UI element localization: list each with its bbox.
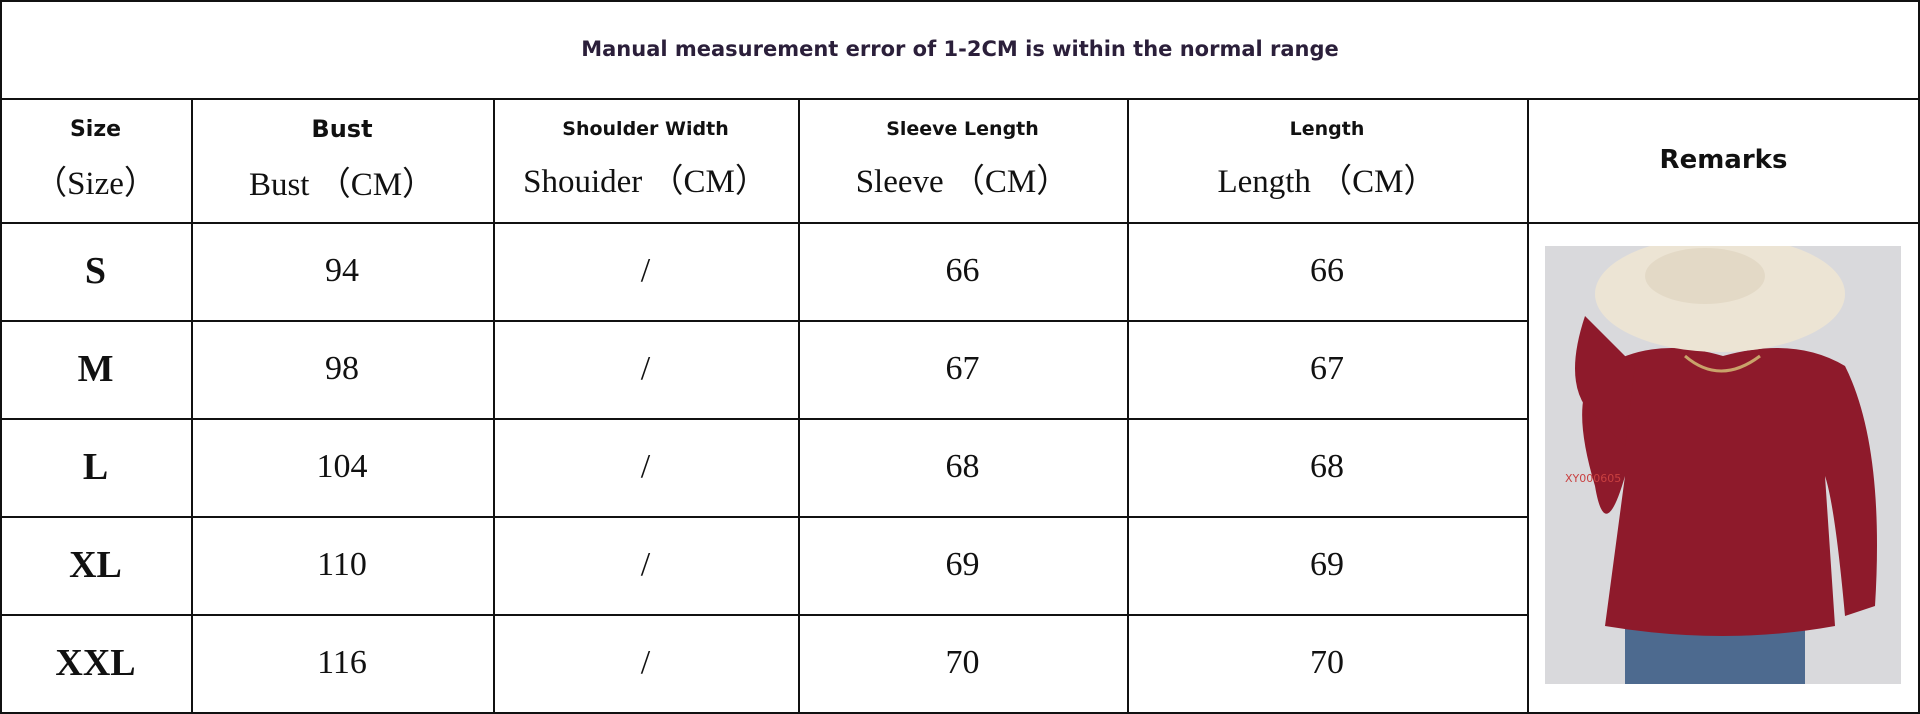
- cell-text: L: [82, 446, 109, 488]
- remarks-header: Remarks: [1527, 98, 1920, 222]
- data-cell: 68: [1127, 418, 1527, 516]
- data-cell: /: [493, 516, 798, 614]
- row-line: [0, 222, 1920, 224]
- col-line: [493, 98, 495, 713]
- cell-text: 66: [1310, 252, 1344, 289]
- remarks: Remarks: [1659, 145, 1788, 175]
- row-line: [0, 0, 1920, 2]
- data-cell: 94: [191, 222, 493, 320]
- cell-text: XXL: [55, 642, 136, 684]
- header-bottom: Shouider （CM）: [523, 164, 768, 200]
- data-cell: 68: [798, 418, 1127, 516]
- title-cell: Manual measurement error of 1-2CM is wit…: [0, 0, 1920, 98]
- cell-text: 69: [1310, 546, 1344, 583]
- cell-text: 66: [945, 252, 980, 289]
- header-top: Bust: [311, 115, 373, 143]
- header-cell: Shoulder Width Shouider （CM）: [493, 98, 798, 222]
- col-line: [1527, 98, 1529, 713]
- row-line: [0, 614, 1527, 616]
- cell-text: S: [84, 250, 107, 292]
- data-cell: 69: [798, 516, 1127, 614]
- cell-text: 70: [1310, 644, 1344, 681]
- cell-text: 116: [317, 644, 367, 681]
- data-cell: 69: [1127, 516, 1527, 614]
- cell-text: 67: [1310, 350, 1344, 387]
- data-cell: 70: [798, 614, 1127, 712]
- data-cell: /: [493, 614, 798, 712]
- cell-text: /: [640, 546, 651, 583]
- col-line: [1918, 0, 1920, 713]
- data-cell: 104: [191, 418, 493, 516]
- row-line: [0, 418, 1527, 420]
- data-cell: 98: [191, 320, 493, 418]
- header-cell: Bust Bust （CM）: [191, 98, 493, 222]
- row-line: [0, 516, 1527, 518]
- header-bottom: Length （CM）: [1217, 164, 1437, 200]
- cell-text: 110: [317, 546, 367, 583]
- image-label: XY000605: [1565, 472, 1621, 485]
- cell-text: M: [77, 348, 114, 390]
- data-cell: XL: [0, 516, 191, 614]
- data-cell: 66: [798, 222, 1127, 320]
- data-cell: M: [0, 320, 191, 418]
- row-line: [0, 320, 1527, 322]
- cell-text: 67: [945, 350, 980, 387]
- col-line: [0, 0, 2, 713]
- col-line: [191, 98, 193, 713]
- header-bottom: Sleeve （CM）: [855, 164, 1070, 200]
- data-cell: /: [493, 222, 798, 320]
- row-line: [0, 98, 1920, 100]
- data-cell: XXL: [0, 614, 191, 712]
- data-cell: /: [493, 320, 798, 418]
- cell-text: /: [640, 350, 651, 387]
- cell-text: 68: [945, 448, 980, 485]
- cell-text: 70: [945, 644, 980, 681]
- product-photo: XY000605: [1545, 246, 1901, 684]
- data-cell: 66: [1127, 222, 1527, 320]
- data-cell: 110: [191, 516, 493, 614]
- header-top: Length: [1289, 118, 1365, 140]
- header-top: Sleeve Length: [886, 118, 1039, 140]
- header-cell: Size （Size）: [0, 98, 191, 222]
- data-cell: 67: [1127, 320, 1527, 418]
- cell-text: 69: [945, 546, 980, 583]
- cell-text: /: [640, 448, 651, 485]
- data-cell: S: [0, 222, 191, 320]
- data-cell: 67: [798, 320, 1127, 418]
- header-bottom: Bust （CM）: [248, 167, 436, 203]
- col-line: [1127, 98, 1129, 713]
- cell-text: 68: [1310, 448, 1344, 485]
- header-top: Size: [69, 116, 122, 142]
- data-cell: /: [493, 418, 798, 516]
- col-line: [798, 98, 800, 713]
- header-bottom: （Size）: [34, 165, 157, 202]
- header-top: Shoulder Width: [562, 118, 729, 140]
- cell-text: 98: [325, 350, 359, 387]
- data-cell: 116: [191, 614, 493, 712]
- data-cell: L: [0, 418, 191, 516]
- cell-text: /: [640, 252, 651, 289]
- data-cell: 70: [1127, 614, 1527, 712]
- cell-text: 104: [316, 448, 368, 485]
- cell-text: /: [640, 644, 651, 681]
- title: Manual measurement error of 1-2CM is wit…: [581, 37, 1339, 61]
- header-cell: Length Length （CM）: [1127, 98, 1527, 222]
- cell-text: XL: [69, 544, 122, 586]
- cell-text: 94: [325, 252, 359, 289]
- header-cell: Sleeve Length Sleeve （CM）: [798, 98, 1127, 222]
